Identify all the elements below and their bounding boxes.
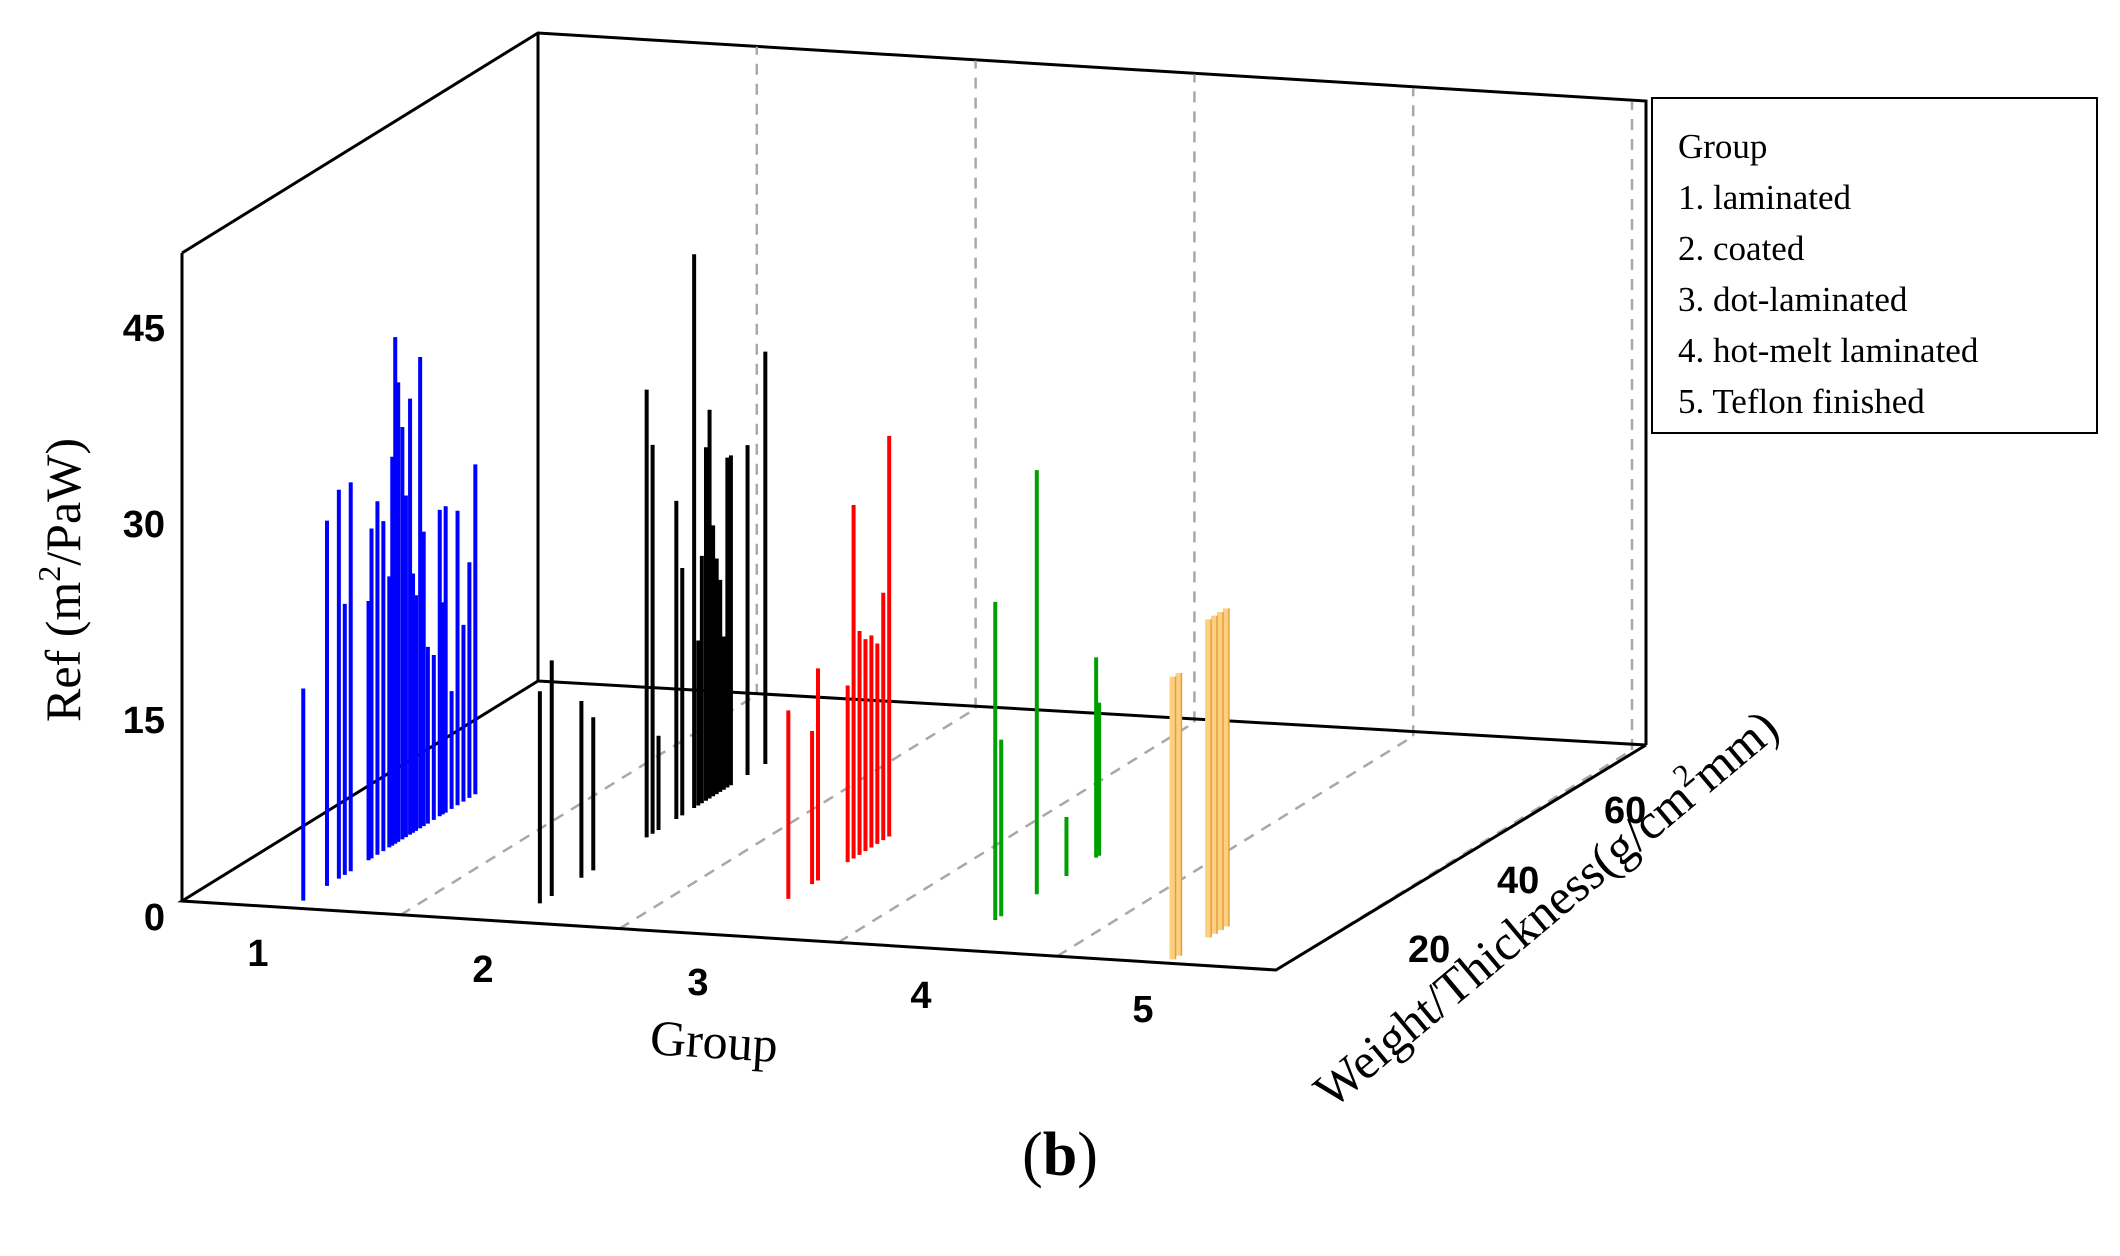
x-tick-1: 1: [247, 933, 268, 975]
legend: Group 1. laminated 2. coated 3. dot-lami…: [1651, 97, 2098, 434]
y-ticks: 20 40 60: [1408, 790, 1646, 971]
floor-gridline-3: [837, 721, 1196, 944]
legend-entry-5: 5. Teflon finished: [1678, 382, 1925, 421]
x-axis-title: Group: [649, 1009, 780, 1073]
caption-letter: b: [1042, 1121, 1078, 1189]
x-tick-5: 5: [1132, 989, 1153, 1031]
series-1: [301, 337, 478, 901]
series-5: [1169, 608, 1230, 960]
legend-title: Group: [1678, 127, 1768, 166]
x-tick-3: 3: [687, 962, 708, 1004]
x-tick-2: 2: [472, 949, 493, 991]
series-4: [993, 470, 1102, 920]
bars: [301, 254, 1230, 960]
legend-entry-1: 1. laminated: [1678, 178, 1852, 217]
back-wall-frame: [181, 31, 1648, 745]
floor-gridline-4: [1056, 735, 1414, 958]
series-3: [786, 435, 892, 899]
y-tick-60: 60: [1604, 790, 1646, 832]
z-tick-3: 45: [123, 308, 165, 350]
z-ticks: 0 15 30 45: [123, 308, 165, 939]
legend-entry-4: 4. hot-melt laminated: [1678, 331, 1979, 370]
x-ticks: 1 2 3 4 5: [247, 933, 1153, 1031]
back-wall: [180, 31, 1648, 901]
back-wall-gridlines: [755, 46, 1634, 750]
z-tick-0: 0: [144, 897, 165, 939]
z-tick-1: 15: [123, 700, 165, 742]
z-axis-title: Ref (m2/PaW): [31, 438, 91, 722]
floor-outline: [177, 679, 1647, 972]
x-tick-4: 4: [910, 975, 931, 1017]
series-2: [537, 254, 768, 904]
y-tick-20: 20: [1408, 929, 1450, 971]
figure-caption: (b): [1022, 1121, 1098, 1189]
legend-entry-3: 3. dot-laminated: [1678, 280, 1908, 319]
y-axis-title: Weight/Thickness(g/cm2mm): [1301, 695, 1789, 1118]
legend-entry-2: 2. coated: [1678, 229, 1805, 268]
floor-gridline-2: [618, 707, 977, 930]
y-tick-40: 40: [1497, 860, 1539, 902]
z-tick-2: 30: [123, 504, 165, 546]
